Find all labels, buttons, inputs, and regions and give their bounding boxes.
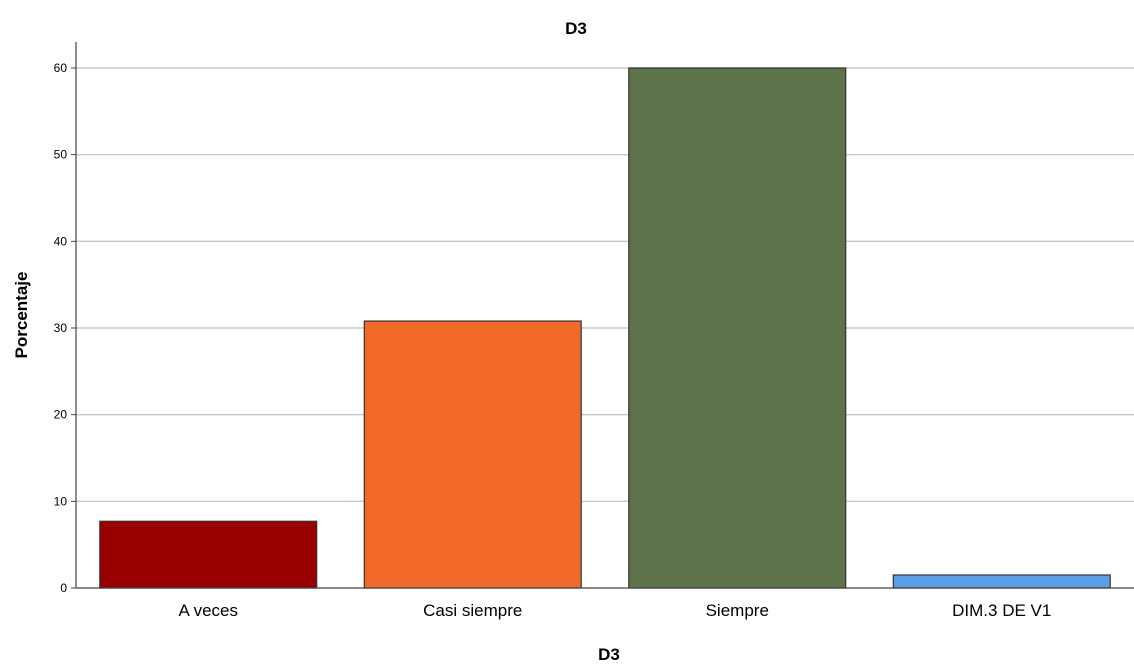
bar	[892, 574, 1111, 589]
y-tick-label: 0	[60, 581, 67, 595]
x-tick-label: DIM.3 DE V1	[952, 601, 1051, 620]
bars	[99, 67, 1111, 589]
chart-title: D3	[565, 19, 587, 38]
y-tick-label: 10	[54, 494, 68, 508]
bar	[99, 520, 318, 589]
x-tick-label: Siempre	[706, 601, 769, 620]
x-tick-labels: A veces Casi siempre Siempre DIM.3 DE V1	[178, 601, 1051, 620]
y-tick-label: 30	[54, 321, 68, 335]
bar	[363, 320, 582, 589]
y-tick-label: 60	[54, 61, 68, 75]
axes	[71, 42, 1134, 589]
y-tick-label: 20	[54, 408, 68, 422]
x-tick-label: Casi siempre	[423, 601, 522, 620]
y-axis-title: Porcentaje	[12, 272, 31, 359]
gridlines	[76, 67, 1134, 503]
y-tick-labels: 0 10 20 30 40 50 60	[54, 61, 68, 595]
x-axis-title: D3	[598, 645, 620, 664]
y-tick-label: 40	[54, 234, 68, 248]
x-tick-label: A veces	[178, 601, 238, 620]
bar	[628, 67, 847, 589]
y-tick-label: 50	[54, 148, 68, 162]
